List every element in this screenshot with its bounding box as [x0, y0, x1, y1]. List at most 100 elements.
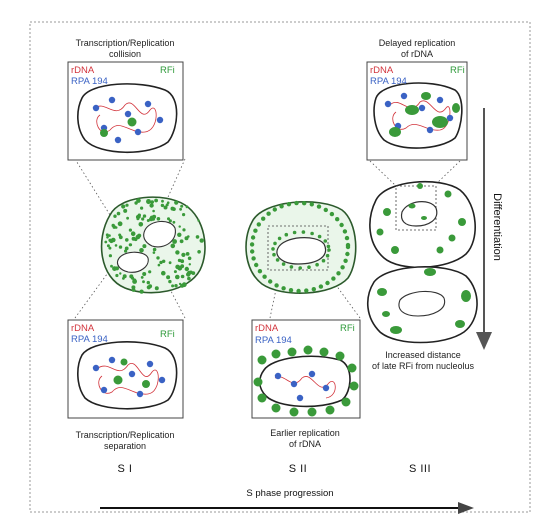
s1-rfi-dot	[118, 245, 123, 249]
s1-nucleolus-top	[143, 220, 176, 248]
s1-rfi-dot	[186, 272, 191, 277]
s2-rfi-dot	[340, 265, 345, 270]
s1-rfi-dot	[142, 214, 147, 218]
s2-rfi-dot	[345, 251, 350, 257]
s2-rfi-dot	[323, 207, 328, 213]
s1-rfi-dot	[180, 204, 184, 208]
s1-rfi-dot	[166, 275, 171, 280]
s1-rfi-dot	[131, 236, 136, 241]
s1-rfi-dot	[166, 201, 170, 204]
s1-rfi-dot	[159, 260, 163, 265]
s1-rfi-dot	[130, 276, 135, 280]
s1-rfi-dot	[152, 209, 155, 213]
s2-rfi-dot	[335, 217, 340, 222]
label-top-right: Delayed replication of rDNA	[378, 38, 456, 59]
s1-rfi-dot	[108, 238, 112, 242]
s2-rfi-dot	[275, 258, 280, 262]
s1-rfi-dot	[121, 204, 126, 209]
s1-rfi-dot	[180, 283, 185, 288]
s1-rfi-dot	[171, 243, 174, 247]
s2-rfi-dot	[298, 266, 303, 270]
s1-rfi-dot	[179, 239, 184, 244]
s1-rfi-dot	[131, 285, 136, 290]
key-rfi-bm: RFi	[340, 323, 355, 334]
s2-rfi-dot	[279, 204, 284, 209]
s1-rfi-dot	[126, 216, 129, 220]
s1-rfi-dot	[152, 251, 156, 254]
s2-rfi-dot	[294, 200, 299, 206]
s2-rfi-dot	[277, 236, 282, 241]
s1-rfi-dot	[188, 263, 191, 266]
s3-nucleolus-bottom	[398, 290, 446, 317]
s1-rfi-dot	[165, 203, 169, 207]
s1-rfi-dot	[148, 270, 152, 274]
s2-nucleolus	[276, 237, 327, 265]
s3-bottom-rfi-dots	[377, 268, 471, 334]
s1-rfi-dot	[118, 233, 122, 237]
s1-rfi-dot	[116, 211, 121, 216]
s1-rfi-dot	[106, 244, 110, 248]
stage-s1: S I	[117, 463, 133, 475]
key-rpa-bl: RPA 194	[71, 334, 108, 345]
s1-rfi-dot	[117, 221, 123, 227]
s1-rfi-dot	[124, 246, 129, 251]
s2-rfi-dot	[343, 258, 348, 263]
s1-rfi-dot	[112, 266, 117, 271]
key-rpa-bm: RPA 194	[255, 335, 292, 346]
key-rfi-tl: RFi	[160, 65, 175, 76]
s1-rfi-dot	[142, 272, 147, 276]
s1-rfi-dot	[182, 213, 186, 217]
s1-rfi-dot	[195, 235, 200, 239]
differentiation-arrow	[476, 108, 492, 350]
s1-rfi-dot	[174, 284, 178, 288]
s2-rfi-dot	[329, 211, 335, 217]
s2-rfi-dot	[288, 288, 294, 293]
s2-rfi-dot	[339, 222, 344, 228]
s2-rfi-dot	[344, 235, 350, 241]
s1-rfi-dot	[184, 266, 189, 272]
s2-rfi-dot	[289, 265, 294, 269]
s2-rfi-dot	[323, 239, 328, 243]
s2-rfi-dot	[281, 286, 286, 291]
s-phase-arrow	[100, 502, 474, 514]
s1-rfi-dot	[146, 219, 150, 222]
s1-rfi-dot	[181, 252, 186, 257]
s1-rfi-dot	[180, 259, 185, 264]
s1-rfi-dot	[111, 223, 115, 228]
s1-rfi-dot	[161, 270, 166, 276]
s1-rfi-dot	[146, 285, 151, 290]
s1-rfi-dot	[119, 272, 122, 275]
s1-rfi-dot	[108, 254, 112, 258]
s2-rfi-dot	[271, 247, 275, 251]
s1-rfi-dot	[142, 280, 145, 284]
key-rpa-tr: RPA 194	[370, 76, 407, 87]
s2-rfi-dot	[261, 216, 266, 221]
key-rfi-bl: RFi	[160, 329, 175, 340]
s2-rfi-dot	[325, 253, 330, 258]
s1-rfi-dot	[130, 231, 136, 236]
s1-rfi-dot	[149, 203, 154, 208]
s2-rfi-dot	[327, 248, 331, 252]
s1-rfi-dot	[156, 256, 160, 260]
s1-rfi-dot	[149, 217, 154, 222]
key-rdna-bm: rDNA	[255, 323, 279, 334]
s1-rfi-dot	[197, 219, 200, 222]
s1-rfi-dot	[197, 250, 201, 254]
key-rfi-tr: RFi	[450, 65, 465, 76]
s2-rfi-dot	[304, 288, 309, 293]
s1-rfi-dot	[156, 217, 161, 221]
s2-rfi-dot	[318, 284, 324, 289]
s1-rfi-dot	[113, 214, 117, 218]
s1-rfi-dot	[180, 274, 185, 279]
s1-rfi-dot	[179, 207, 183, 211]
s1-rfi-dot	[114, 244, 118, 247]
s1-rfi-dot	[132, 279, 138, 284]
s2-rfi-dot	[325, 280, 330, 286]
s1-rfi-dot	[105, 233, 109, 237]
s1-rfi-dot	[146, 280, 150, 285]
s2-rfi-dot	[331, 276, 336, 281]
s1-rfi-dot	[168, 219, 172, 223]
s1-rfi-dot	[172, 220, 176, 224]
s2-rfi-dot	[281, 262, 286, 266]
